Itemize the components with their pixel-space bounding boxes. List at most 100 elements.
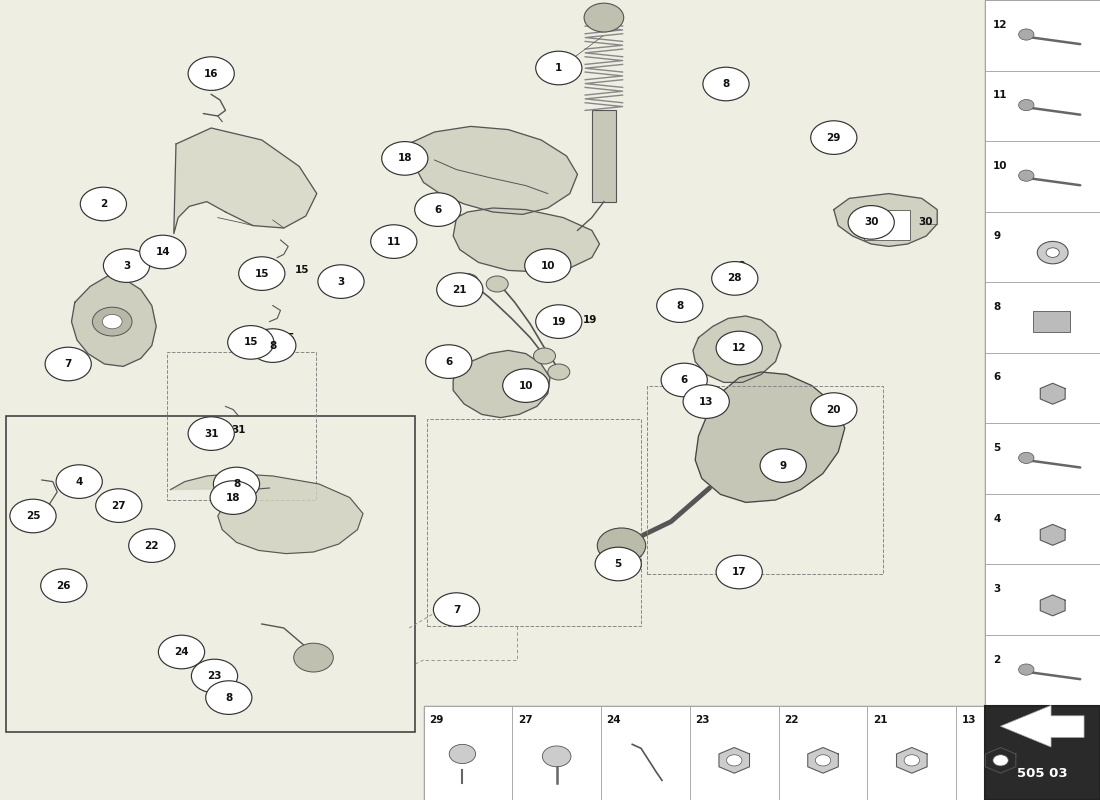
Polygon shape	[896, 747, 927, 773]
Text: 6: 6	[446, 357, 452, 366]
Polygon shape	[1041, 525, 1065, 546]
Circle shape	[129, 529, 175, 562]
Circle shape	[10, 499, 56, 533]
Circle shape	[716, 555, 762, 589]
Text: 29: 29	[429, 715, 443, 725]
Text: 23: 23	[207, 671, 222, 681]
Circle shape	[294, 643, 333, 672]
Bar	[592, 110, 616, 202]
Circle shape	[904, 754, 920, 766]
Circle shape	[534, 348, 556, 364]
Text: 7: 7	[453, 605, 460, 614]
Circle shape	[140, 235, 186, 269]
Circle shape	[456, 274, 478, 290]
Circle shape	[188, 57, 234, 90]
Text: 13: 13	[961, 715, 976, 725]
Circle shape	[726, 754, 741, 766]
Polygon shape	[695, 372, 845, 502]
Text: 9: 9	[780, 461, 786, 470]
Text: 8: 8	[226, 693, 232, 702]
Circle shape	[318, 265, 364, 298]
Circle shape	[56, 465, 102, 498]
Circle shape	[712, 262, 758, 295]
Circle shape	[716, 331, 762, 365]
Text: 16: 16	[214, 66, 229, 75]
Bar	[427, 419, 641, 626]
Polygon shape	[170, 474, 363, 554]
Circle shape	[595, 547, 641, 581]
Text: 26: 26	[56, 581, 72, 590]
Text: 7: 7	[72, 363, 79, 373]
Text: 30: 30	[864, 218, 879, 227]
Bar	[868, 706, 956, 800]
Text: 26: 26	[55, 573, 69, 582]
Circle shape	[41, 569, 87, 602]
Polygon shape	[834, 194, 937, 246]
Circle shape	[1019, 99, 1034, 110]
Polygon shape	[693, 316, 781, 382]
Polygon shape	[453, 350, 550, 418]
Text: 11: 11	[386, 237, 402, 246]
Circle shape	[760, 449, 806, 482]
Text: 2: 2	[100, 199, 107, 209]
Circle shape	[848, 206, 894, 239]
Circle shape	[158, 635, 205, 669]
Text: 5: 5	[993, 443, 1001, 453]
Text: 21: 21	[452, 285, 468, 294]
Polygon shape	[72, 276, 156, 366]
Text: 8: 8	[723, 79, 729, 89]
Circle shape	[657, 289, 703, 322]
Text: 15: 15	[295, 266, 309, 275]
Circle shape	[525, 249, 571, 282]
Text: 5: 5	[615, 559, 622, 569]
Text: 28: 28	[727, 274, 742, 283]
Text: 11: 11	[993, 90, 1008, 100]
Bar	[6, 416, 415, 732]
Circle shape	[437, 273, 483, 306]
Circle shape	[661, 363, 707, 397]
Text: 15: 15	[254, 269, 270, 278]
Circle shape	[597, 528, 646, 563]
Text: 30: 30	[918, 218, 933, 227]
Bar	[984, 494, 1100, 565]
Text: 505 03: 505 03	[1016, 767, 1068, 780]
Circle shape	[548, 364, 570, 380]
Text: 3: 3	[338, 277, 344, 286]
Text: 27: 27	[111, 501, 126, 510]
Bar	[984, 0, 1100, 706]
Circle shape	[210, 481, 256, 514]
Text: 31: 31	[231, 426, 245, 435]
Circle shape	[228, 326, 274, 359]
Polygon shape	[1041, 595, 1065, 616]
Circle shape	[703, 67, 749, 101]
Bar	[984, 353, 1100, 423]
Circle shape	[486, 276, 508, 292]
Bar	[984, 70, 1100, 141]
Text: 3: 3	[993, 584, 1001, 594]
Circle shape	[239, 257, 285, 290]
Text: 8: 8	[676, 301, 683, 310]
Text: 17: 17	[732, 567, 747, 577]
Bar	[1033, 311, 1070, 332]
Text: 10: 10	[540, 261, 556, 270]
Circle shape	[213, 467, 260, 501]
Text: 25: 25	[25, 511, 41, 521]
Circle shape	[191, 659, 238, 693]
Text: 15: 15	[243, 338, 258, 347]
Text: 23: 23	[695, 715, 710, 725]
Bar	[984, 565, 1100, 635]
Circle shape	[80, 187, 126, 221]
Circle shape	[542, 746, 571, 766]
Text: 10: 10	[993, 161, 1008, 171]
Polygon shape	[174, 128, 317, 234]
Polygon shape	[1001, 706, 1084, 747]
Text: 8: 8	[993, 302, 1001, 312]
Text: 19: 19	[583, 315, 597, 325]
Bar	[984, 635, 1100, 706]
Text: 18: 18	[397, 154, 412, 163]
Text: 31: 31	[204, 429, 219, 438]
Text: 21: 21	[873, 715, 888, 725]
Text: 8: 8	[270, 341, 276, 350]
Text: 22: 22	[144, 541, 159, 550]
Text: 16: 16	[204, 69, 219, 78]
